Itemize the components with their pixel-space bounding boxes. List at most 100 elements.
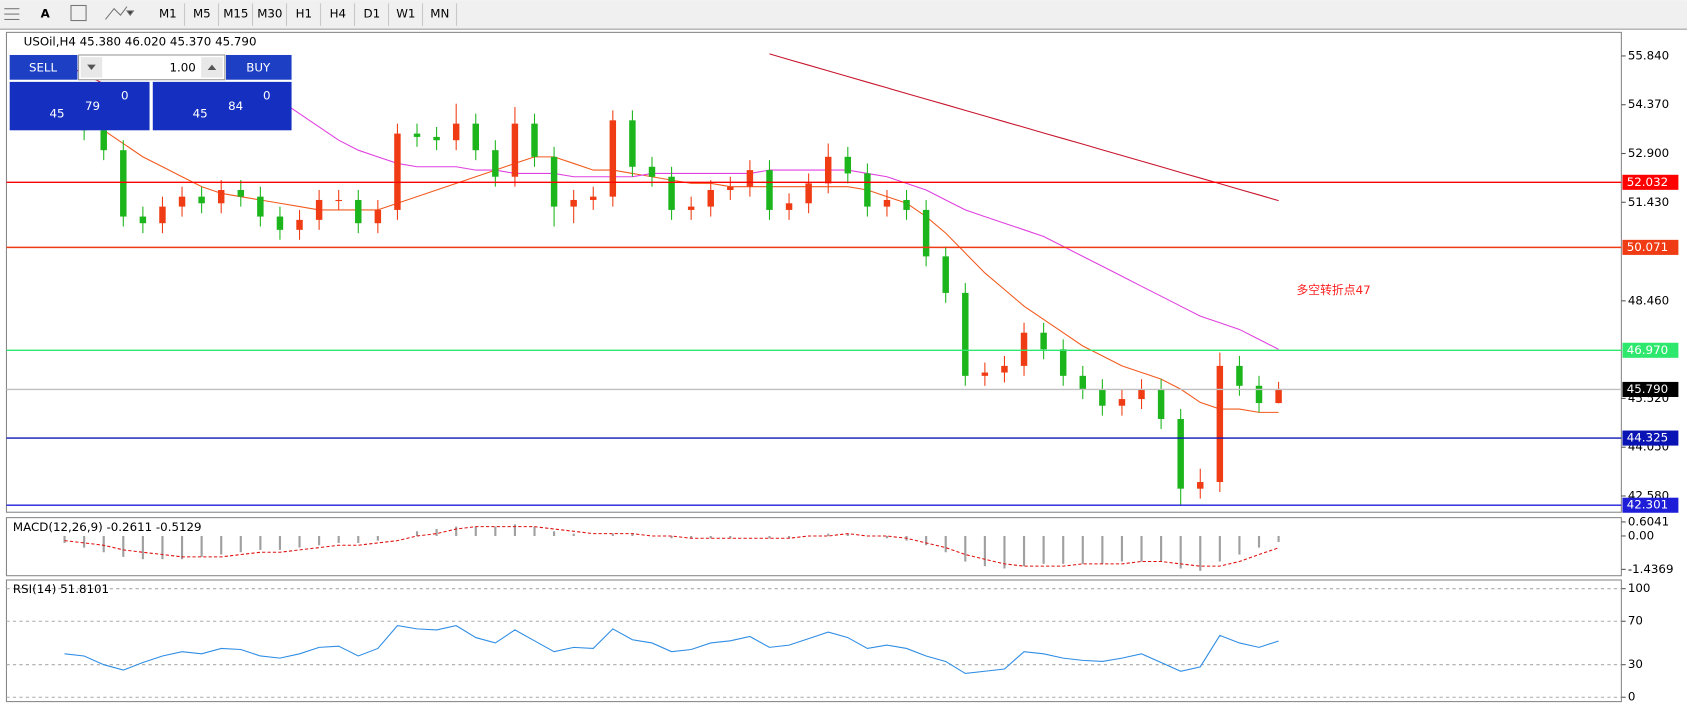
candle-body bbox=[570, 199, 577, 207]
candle-body bbox=[257, 196, 264, 217]
sell-label[interactable]: SELL bbox=[29, 60, 58, 74]
candle-body bbox=[198, 196, 205, 204]
candle-body bbox=[1020, 332, 1028, 366]
candle-body bbox=[178, 196, 186, 207]
candle-body bbox=[1216, 365, 1224, 483]
candle-body bbox=[648, 166, 656, 177]
sell-button[interactable] bbox=[9, 54, 78, 80]
y-tick-label: 70 bbox=[1628, 614, 1643, 628]
volume[interactable]: 1.00 bbox=[169, 60, 195, 74]
candle-body bbox=[276, 216, 284, 230]
rsi-line bbox=[64, 625, 1279, 674]
timeframe[interactable]: MN bbox=[430, 7, 449, 21]
candle-body bbox=[335, 199, 342, 202]
bid-box[interactable] bbox=[9, 81, 150, 131]
level-label: 46.970 bbox=[1627, 343, 1668, 357]
plot: 55.84054.37052.90051.43048.46045.52044.0… bbox=[6, 48, 1674, 704]
candle-body bbox=[139, 216, 147, 224]
candle-body bbox=[1236, 365, 1243, 386]
candle-body bbox=[766, 170, 773, 210]
timeframe[interactable]: H4 bbox=[330, 7, 346, 21]
candle-body bbox=[217, 190, 225, 204]
candle-body bbox=[629, 120, 636, 167]
level-label: 44.325 bbox=[1627, 431, 1668, 445]
y-tick-label: 30 bbox=[1628, 657, 1643, 671]
rsi-title: RSI(14) 51.8101 bbox=[13, 582, 109, 596]
arrow-up bbox=[207, 64, 217, 71]
buy-label[interactable]: BUY bbox=[246, 60, 271, 74]
timeframe[interactable]: M1 bbox=[159, 7, 177, 21]
text-tool[interactable]: A bbox=[41, 7, 51, 21]
y-tick-label: 51.430 bbox=[1628, 195, 1669, 209]
bid-sup: 0 bbox=[121, 88, 129, 102]
trade-panel: SELL 1.00 BUY 45 79 0 45 84 0 bbox=[9, 54, 292, 131]
toolbar-icons bbox=[4, 4, 135, 22]
icon[interactable] bbox=[125, 10, 135, 17]
candle-body bbox=[355, 199, 362, 224]
candle-body bbox=[1079, 375, 1087, 390]
toolbar bbox=[0, 0, 1687, 30]
chart-title: USOil,H4 45.380 46.020 45.370 45.790 bbox=[24, 35, 257, 49]
candle-body bbox=[962, 292, 969, 376]
candle-body bbox=[1177, 418, 1184, 489]
ask-big: 45 bbox=[193, 107, 208, 121]
candle-body bbox=[883, 199, 891, 207]
candle-body bbox=[531, 123, 538, 157]
timeframes: M1 M5 M15 M30 H1 H4 D1 W1 MN bbox=[159, 3, 458, 26]
timeframe[interactable]: H1 bbox=[296, 7, 312, 21]
moving-average bbox=[279, 99, 1279, 350]
candle-body bbox=[707, 190, 714, 207]
candle-body bbox=[727, 186, 734, 191]
icon[interactable] bbox=[105, 6, 128, 20]
candle-body bbox=[1138, 389, 1145, 400]
candle-body bbox=[1099, 389, 1106, 406]
arrow-down bbox=[87, 64, 96, 71]
candle-body bbox=[1157, 389, 1165, 419]
candle-body bbox=[296, 219, 303, 230]
rsi-panel bbox=[5, 579, 1622, 703]
buy-button[interactable] bbox=[225, 54, 292, 80]
timeframe[interactable]: M5 bbox=[193, 7, 211, 21]
candle-body bbox=[903, 199, 910, 210]
candle-body bbox=[1118, 399, 1126, 406]
volume-box[interactable] bbox=[78, 54, 226, 81]
y-tick-label: 52.900 bbox=[1628, 146, 1669, 160]
candle-body bbox=[433, 136, 440, 141]
icon[interactable] bbox=[70, 4, 87, 22]
candle-body bbox=[746, 170, 754, 187]
ask-box[interactable] bbox=[152, 81, 292, 131]
timeframe[interactable]: M15 bbox=[223, 7, 248, 21]
candle-body bbox=[100, 130, 107, 151]
candle-body bbox=[864, 173, 871, 207]
bid-main: 79 bbox=[85, 99, 100, 113]
candle-body bbox=[805, 183, 812, 204]
level-label-box bbox=[1622, 497, 1679, 513]
candle-body bbox=[452, 123, 460, 141]
y-tick-label: 0 bbox=[1628, 690, 1636, 704]
candle-body bbox=[824, 156, 832, 184]
candle-body bbox=[492, 150, 499, 177]
y-tick-label: 48.460 bbox=[1628, 293, 1669, 307]
y-tick-label: -1.4369 bbox=[1628, 562, 1674, 576]
candle-body bbox=[609, 120, 617, 197]
y-tick-label: 100 bbox=[1628, 581, 1651, 595]
candle-body bbox=[1275, 389, 1282, 404]
timeframe[interactable]: W1 bbox=[396, 7, 415, 21]
candle-body bbox=[668, 176, 675, 210]
candle-body bbox=[922, 209, 930, 257]
candle-body bbox=[472, 123, 479, 151]
y-tick-label: 54.370 bbox=[1628, 97, 1669, 111]
macd-title: MACD(12,26,9) -0.2611 -0.5129 bbox=[13, 520, 202, 534]
timeframe[interactable]: D1 bbox=[364, 7, 381, 21]
candle-body bbox=[159, 206, 166, 224]
level-label-box bbox=[1622, 430, 1679, 446]
candle-body bbox=[511, 123, 519, 177]
timeframe[interactable]: M30 bbox=[257, 7, 282, 21]
candle-body bbox=[1040, 332, 1047, 350]
y-tick-label: 0.6041 bbox=[1628, 514, 1669, 528]
level-label-box bbox=[1622, 239, 1679, 255]
candle-body bbox=[844, 156, 852, 174]
candle-body bbox=[120, 150, 127, 217]
levels: 52.032 50.071 46.970 45.790 44.325 42.301 bbox=[6, 174, 1679, 513]
